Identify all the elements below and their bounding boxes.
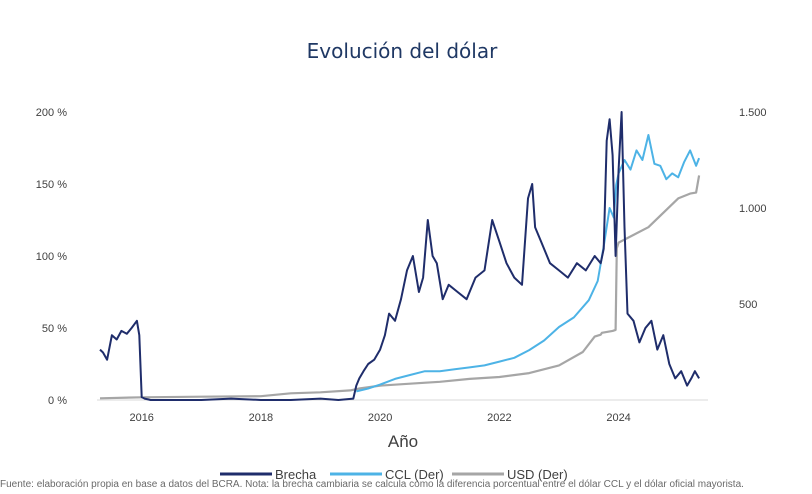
y-left-tick-labels: 0 % 50 % 100 % 150 % 200 %	[36, 107, 67, 407]
legend-label: USD (Der)	[507, 467, 568, 482]
footnote: Fuente: elaboración propia en base a dat…	[0, 479, 744, 490]
y-left-tick-label: 200 %	[36, 107, 67, 119]
y-left-tick-label: 150 %	[36, 179, 67, 191]
x-tick-label: 2024	[606, 412, 630, 424]
x-tick-labels: 2016 2018 2020 2022 2024	[129, 412, 630, 424]
x-tick-label: 2020	[368, 412, 392, 424]
series-layer	[99, 111, 701, 401]
series-line-ccl-der	[356, 134, 701, 393]
y-left-tick-label: 0 %	[48, 395, 67, 407]
y-left-tick-label: 50 %	[42, 323, 67, 335]
x-tick-label: 2018	[249, 412, 273, 424]
y-right-tick-label: 500	[739, 299, 757, 311]
y-right-tick-labels: 500 1.000 1.500	[739, 107, 767, 311]
series-line-usd-der	[99, 175, 701, 400]
y-left-tick-label: 100 %	[36, 251, 67, 263]
y-right-tick-label: 1.000	[739, 203, 767, 215]
x-tick-label: 2016	[129, 412, 153, 424]
series-line-brecha	[99, 111, 700, 401]
chart-title: Evolución del dólar	[307, 39, 498, 63]
legend-label: Brecha	[275, 467, 317, 482]
y-right-tick-label: 1.500	[739, 107, 767, 119]
x-axis-label: Año	[388, 432, 418, 451]
legend-label: CCL (Der)	[385, 467, 444, 482]
legend: Brecha CCL (Der) USD (Der)	[220, 467, 568, 482]
x-tick-label: 2022	[487, 412, 511, 424]
